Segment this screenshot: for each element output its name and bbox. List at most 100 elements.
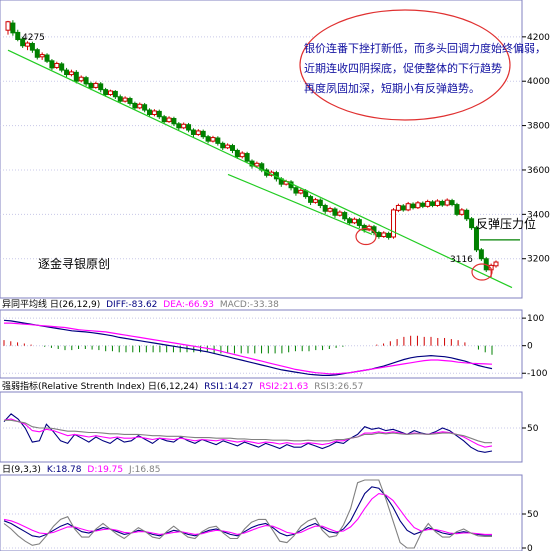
candle-body <box>327 208 333 212</box>
candle-body <box>444 199 450 206</box>
candle-body <box>317 199 323 206</box>
rsi1-value: RSI1:14.27 <box>204 382 253 392</box>
candle-body <box>293 187 299 194</box>
candle-body <box>44 54 50 62</box>
candle-body <box>5 21 11 31</box>
macd-macd-value: MACD:-33.38 <box>220 300 279 310</box>
trendlines <box>7 49 520 289</box>
kdj-d-value: D:19.75 <box>87 465 123 475</box>
macd-dea-value: DEA:-66.93 <box>163 300 214 310</box>
candle-body <box>107 90 113 96</box>
candle-body <box>54 62 60 68</box>
panel-tick-label: 50 <box>527 510 539 520</box>
candle-body <box>439 200 445 206</box>
candle-body <box>132 102 138 109</box>
candle-body <box>103 89 109 96</box>
macd-dea-line <box>4 322 493 375</box>
candle-body <box>88 82 94 89</box>
candle-body <box>430 201 436 206</box>
candle-body <box>181 123 187 129</box>
panel-tick-label: 100 <box>527 314 544 324</box>
candle-body <box>234 149 240 158</box>
panel-tick-label: 0 <box>527 342 533 352</box>
candle-body <box>112 90 118 98</box>
kdj-k-value: K:18.78 <box>47 465 82 475</box>
candle-body <box>215 137 221 144</box>
candle-body <box>229 145 235 151</box>
candle-body <box>454 204 460 215</box>
price-tick-label: 4000 <box>527 77 550 87</box>
kdj-k-line <box>3 486 492 538</box>
candle-body <box>190 129 196 135</box>
candle-body <box>395 204 401 211</box>
low-circle-2 <box>471 263 493 281</box>
candle-body <box>161 116 167 123</box>
high-label: 4275 <box>22 33 45 43</box>
candle-body <box>376 232 382 238</box>
candle-body <box>20 38 26 47</box>
candle-body <box>64 69 70 76</box>
rsi-rsi1-line <box>3 413 493 453</box>
candle-body <box>156 110 162 118</box>
kdj-title: 日(9,3,3) <box>2 464 41 475</box>
candle-body <box>405 203 411 211</box>
candle-body <box>78 76 84 82</box>
panel-tick-label: 50 <box>527 424 539 434</box>
candle-body <box>459 209 465 215</box>
candle-body <box>361 224 367 231</box>
candle-body <box>356 219 362 226</box>
kdj-panel-frame <box>0 474 523 551</box>
candle-body <box>254 162 260 167</box>
candle-body <box>166 117 172 123</box>
candles <box>5 20 499 278</box>
candle-body <box>10 22 16 34</box>
candle-body <box>127 98 133 104</box>
candle-body <box>117 96 123 102</box>
rsi3-value: RSI3:26.57 <box>314 382 363 392</box>
kdj-panel: 0 50 <box>0 479 539 551</box>
macd-title: 异同平均线 日(26,12,9) <box>2 298 100 310</box>
candle-body <box>151 110 157 115</box>
candle-body <box>205 136 211 142</box>
candle-body <box>420 202 426 207</box>
candle-body <box>29 43 35 51</box>
candle-body <box>386 232 392 238</box>
candle-body <box>400 205 406 211</box>
low-label: 3116 <box>450 255 473 265</box>
candle-body <box>171 117 177 125</box>
candle-body <box>425 200 431 207</box>
candle-body <box>332 208 338 216</box>
candle-body <box>137 103 143 109</box>
candle-body <box>49 60 55 69</box>
candle-body <box>351 218 357 224</box>
candle-body <box>73 71 79 82</box>
rsi2-value: RSI2:21.63 <box>259 382 308 392</box>
rsi-panel-frame <box>0 391 523 463</box>
macd-diff-value: DIFF:-83.62 <box>106 300 157 310</box>
candle-body <box>39 54 45 58</box>
macd-panel: -100 0 100 <box>0 314 548 379</box>
candle-body <box>493 261 499 267</box>
low-circle-1 <box>355 227 377 246</box>
watermark: 逐金寻银原创 <box>38 256 110 271</box>
candle-body <box>478 249 484 260</box>
candle-body <box>322 204 328 212</box>
macd-header: 异同平均线 日(26,12,9) DIFF:-83.62 DEA:-66.93 … <box>2 298 279 310</box>
candle-body <box>449 200 455 206</box>
rsi-panel: 50 <box>0 413 539 453</box>
candle-body <box>410 203 416 209</box>
price-axis: 3200 3400 3600 3800 4000 4200 <box>522 33 550 265</box>
candle-body <box>464 209 470 220</box>
candle-body <box>220 142 226 149</box>
candle-body <box>83 77 89 85</box>
candle-body <box>68 71 74 76</box>
candle-body <box>473 227 479 251</box>
candle-body <box>59 63 65 71</box>
price-tick-label: 3400 <box>527 210 550 220</box>
kdj-j-line <box>3 479 492 549</box>
price-circles <box>355 227 493 281</box>
candle-body <box>347 218 353 224</box>
candle-body <box>195 130 201 135</box>
price-tick-label: 3600 <box>527 166 550 176</box>
